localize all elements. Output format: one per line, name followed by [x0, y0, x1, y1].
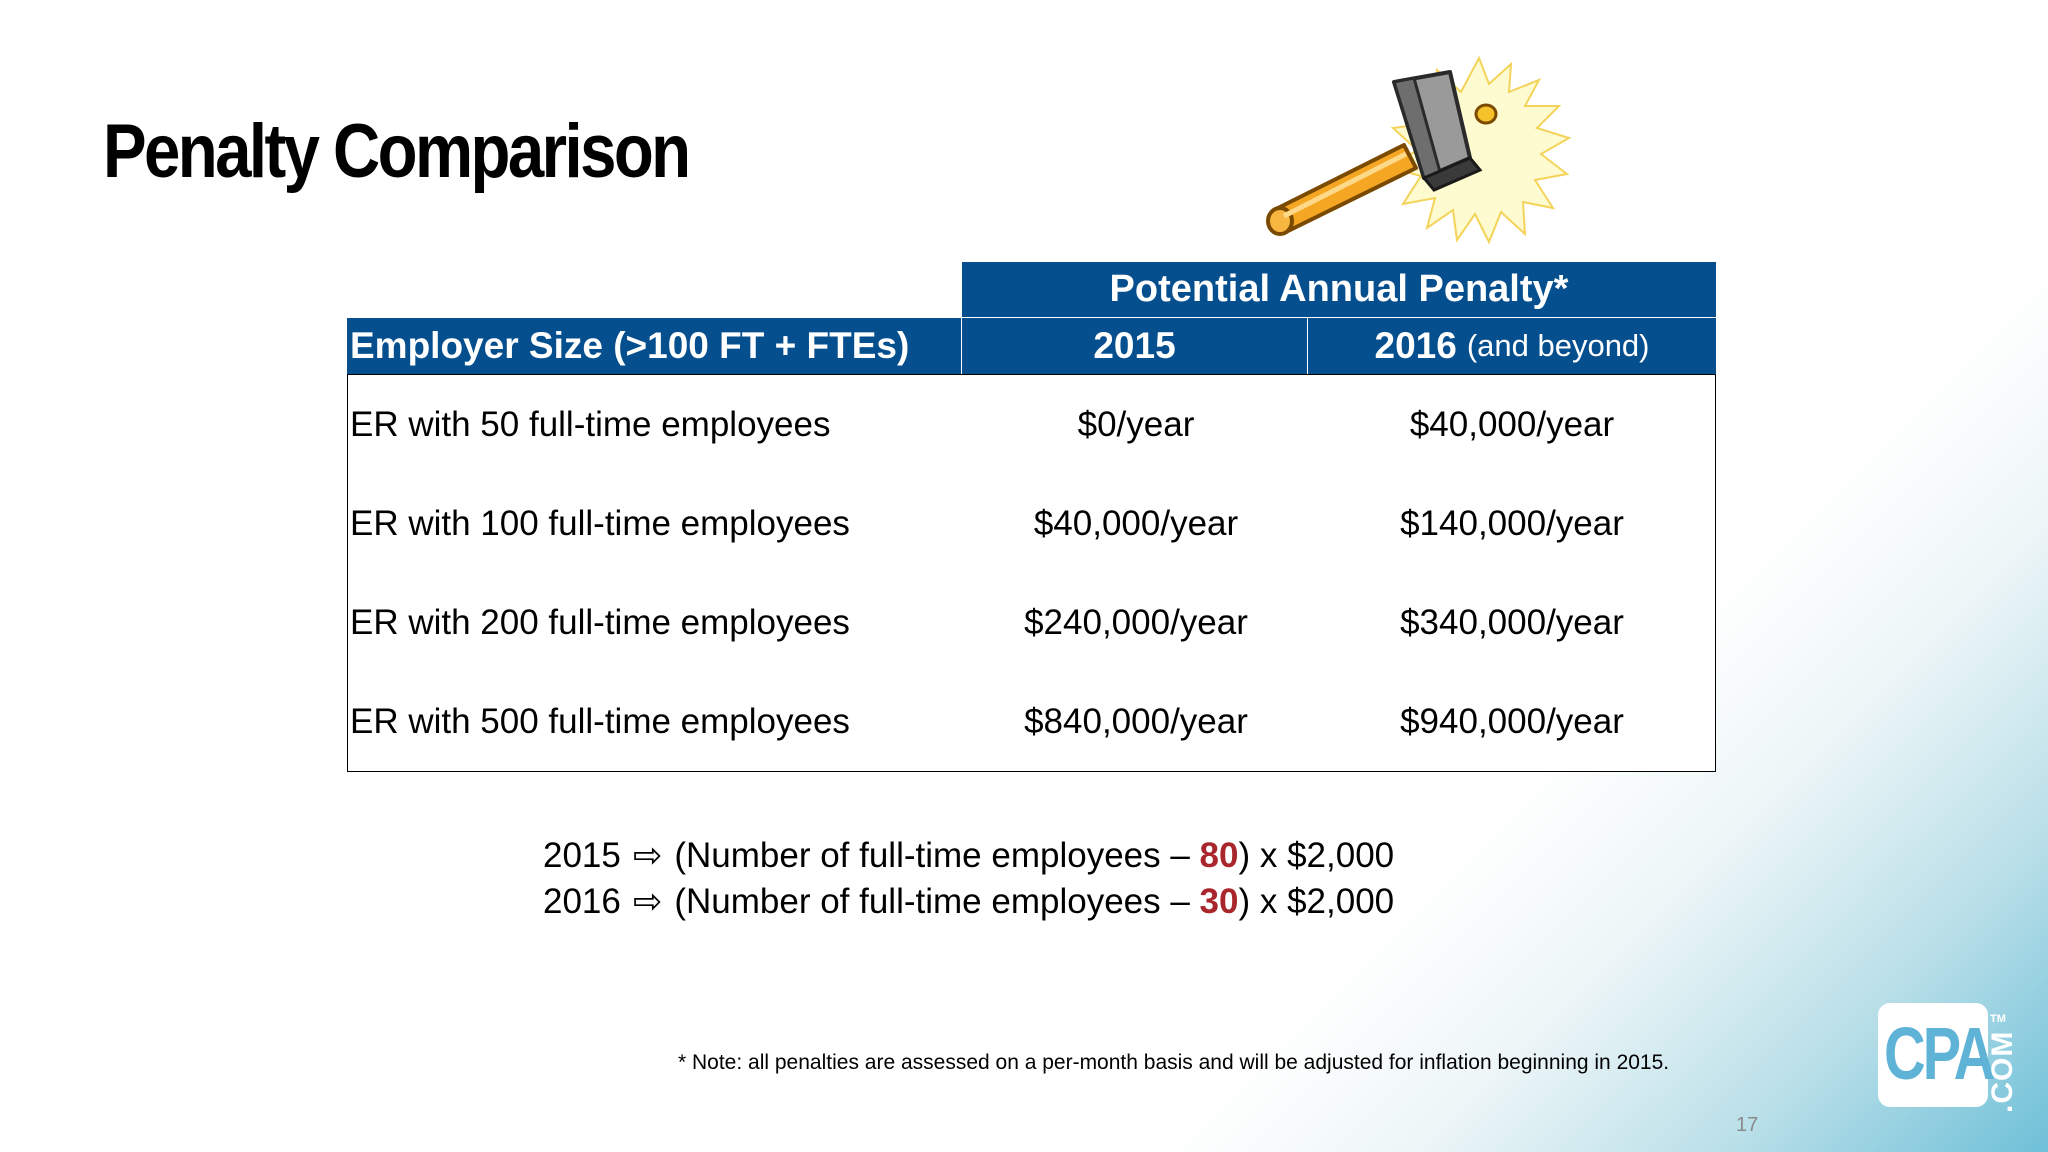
penalty-2015-cell: $840,000/year — [1024, 702, 1248, 741]
footnote: * Note: all penalties are assessed on a … — [678, 1051, 1670, 1074]
group-header: Potential Annual Penalty* — [962, 262, 1716, 318]
logo-box: CPA — [1878, 1003, 1995, 1107]
penalty-2016-cell: $940,000/year — [1400, 702, 1624, 741]
employer-size-cell: ER with 200 full-time employees — [350, 603, 850, 642]
logo-suffix: .COM — [1986, 1030, 2019, 1113]
cpa-com-logo: CPA TM .COM — [1878, 1003, 2026, 1113]
formula-prefix: (Number of full-time employees – — [674, 882, 1200, 921]
right-arrow-icon: ⇨ — [632, 882, 663, 921]
formula-year: 2015 — [543, 836, 621, 875]
employer-size-header: Employer Size (>100 FT + FTEs) — [347, 318, 962, 374]
logo-trademark: TM — [1990, 1013, 2006, 1025]
formula-suffix: ) x $2,000 — [1238, 882, 1395, 921]
hammer-head — [1392, 70, 1498, 192]
penalty-2016-cell: $140,000/year — [1400, 504, 1624, 543]
slide-title: Penalty Comparison — [103, 109, 691, 194]
penalty-2015-cell: $40,000/year — [1033, 504, 1239, 543]
penalty-2016-cell: $40,000/year — [1409, 405, 1615, 444]
penalty-2015-cell: $240,000/year — [1024, 603, 1248, 642]
penalty-formulas: 2015 ⇨ (Number of full-time employees – … — [543, 833, 1394, 925]
formula-threshold: 30 — [1199, 882, 1239, 921]
table-header-row: Employer Size (>100 FT + FTEs) 2015 2016… — [347, 318, 1716, 374]
year-2016-label: 2016 — [1374, 325, 1457, 366]
year-2016-header: 2016 (and beyond) — [1308, 318, 1716, 374]
table-row: ER with 200 full-time employees $240,000… — [348, 595, 1715, 651]
table-row: ER with 100 full-time employees $40,000/… — [348, 496, 1715, 552]
penalty-2016-cell: $340,000/year — [1400, 603, 1624, 642]
formula-year: 2016 — [543, 882, 621, 921]
year-2015-header: 2015 — [962, 318, 1308, 374]
penalty-2015-cell: $0/year — [1077, 405, 1195, 444]
formula-suffix: ) x $2,000 — [1238, 836, 1395, 875]
year-2016-sublabel: (and beyond) — [1466, 328, 1650, 363]
formula-prefix: (Number of full-time employees – — [674, 836, 1200, 875]
formula-threshold: 80 — [1199, 836, 1239, 875]
formula-line-2015: 2015 ⇨ (Number of full-time employees – … — [543, 833, 1394, 879]
page-number: 17 — [1736, 1114, 1759, 1136]
formula-line-2016: 2016 ⇨ (Number of full-time employees – … — [543, 879, 1394, 925]
hammer-handle — [1266, 143, 1418, 236]
employer-size-cell: ER with 100 full-time employees — [350, 504, 850, 543]
hammer-strike-icon — [1266, 55, 1572, 245]
table-body: ER with 50 full-time employees $0/year $… — [347, 374, 1716, 772]
logo-text: CPA — [1884, 1012, 1995, 1095]
employer-size-cell: ER with 50 full-time employees — [350, 405, 831, 444]
employer-size-cell: ER with 500 full-time employees — [350, 702, 850, 741]
right-arrow-icon: ⇨ — [632, 836, 663, 875]
table-row: ER with 50 full-time employees $0/year $… — [348, 397, 1715, 453]
table-row: ER with 500 full-time employees $840,000… — [348, 694, 1715, 750]
